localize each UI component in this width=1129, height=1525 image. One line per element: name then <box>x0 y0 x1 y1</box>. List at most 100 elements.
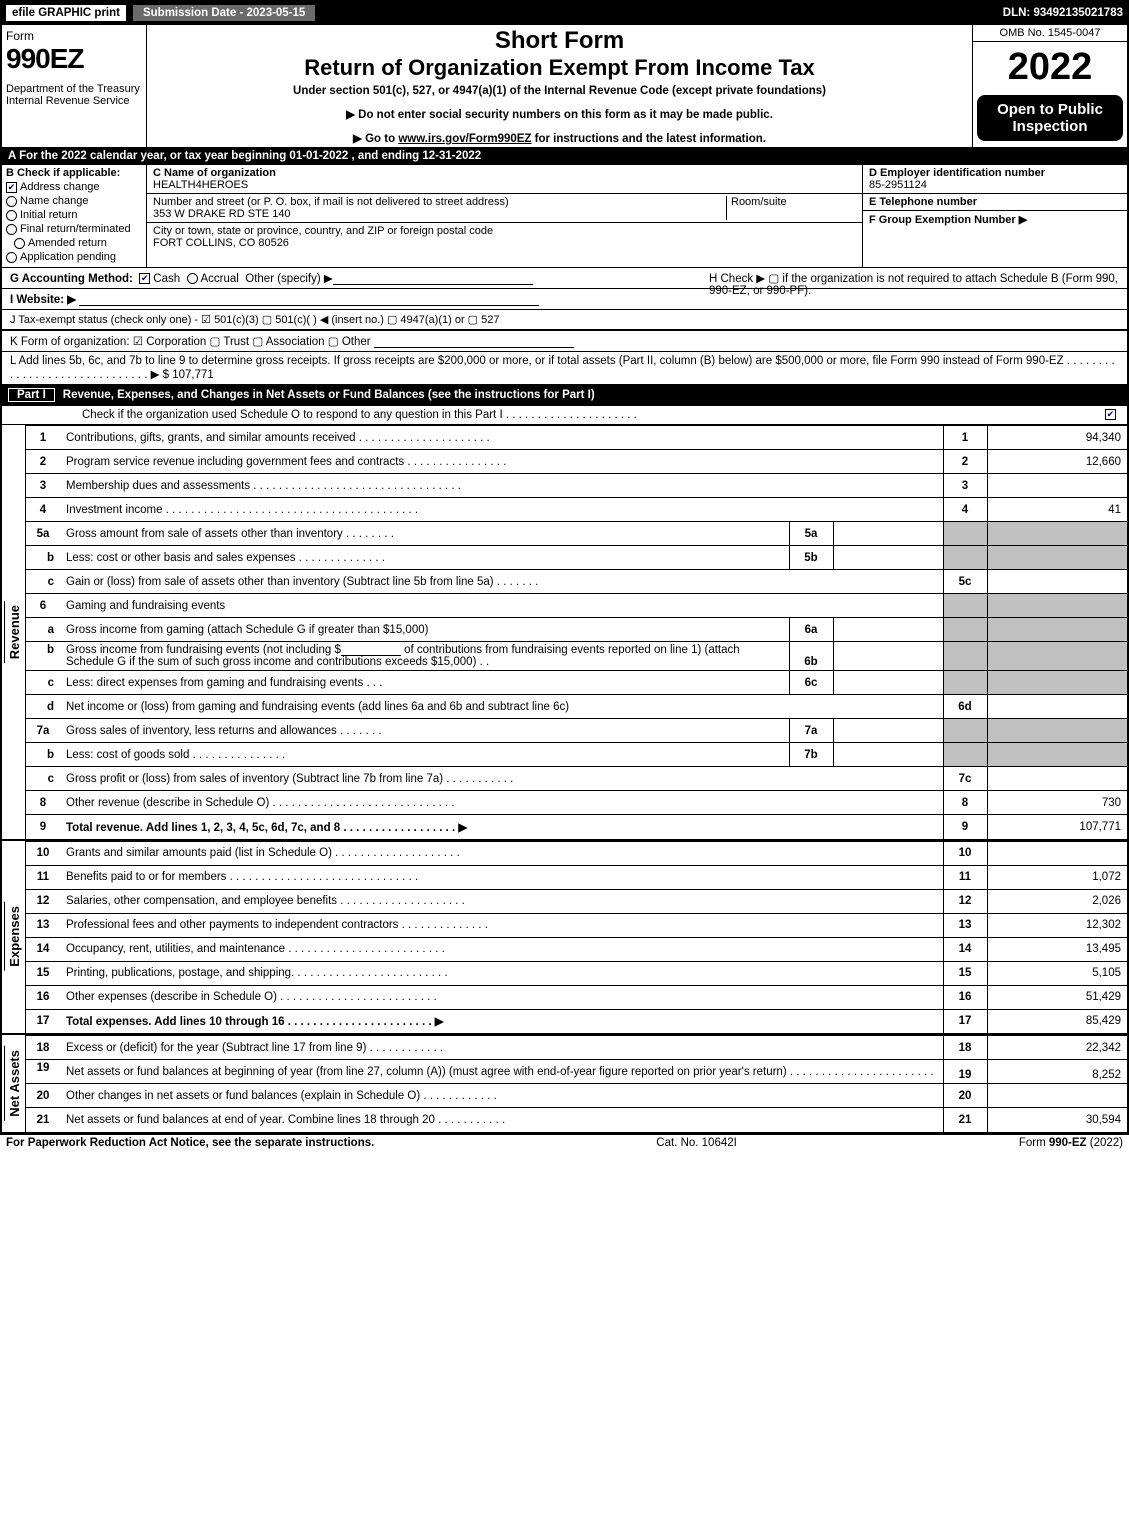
check-name-change[interactable]: Name change <box>6 195 142 207</box>
checkbox-icon <box>6 224 17 235</box>
other-specify-line[interactable] <box>333 273 533 285</box>
line-6b: bGross income from fundraising events (n… <box>26 642 1127 671</box>
line-7b: bLess: cost of goods sold . . . . . . . … <box>26 743 1127 767</box>
contrib-amount-line[interactable] <box>341 644 401 656</box>
line-9: 9Total revenue. Add lines 1, 2, 3, 4, 5c… <box>26 815 1127 839</box>
other-org-line[interactable] <box>374 336 574 348</box>
header-left: Form 990EZ Department of the Treasury In… <box>2 25 147 147</box>
net-assets-table: 18Excess or (deficit) for the year (Subt… <box>26 1035 1127 1132</box>
line-16: 16Other expenses (describe in Schedule O… <box>26 985 1127 1009</box>
checkbox-icon <box>187 273 198 284</box>
accrual-label: Accrual <box>201 273 239 285</box>
check-initial-return[interactable]: Initial return <box>6 209 142 221</box>
city-state-zip: FORT COLLINS, CO 80526 <box>153 237 856 249</box>
room-suite-label: Room/suite <box>726 196 856 220</box>
row-g-h: H Check ▶ ▢ if the organization is not r… <box>2 267 1127 288</box>
ein-value: 85-2951124 <box>869 179 927 191</box>
i-label: I Website: ▶ <box>10 294 76 306</box>
checkbox-icon <box>139 273 150 284</box>
line-6a: aGross income from gaming (attach Schedu… <box>26 618 1127 642</box>
line-19: 19Net assets or fund balances at beginni… <box>26 1060 1127 1084</box>
address-row: Number and street (or P. O. box, if mail… <box>147 194 862 223</box>
line-1: 1Contributions, gifts, grants, and simil… <box>26 426 1127 450</box>
irs-link[interactable]: www.irs.gov/Form990EZ <box>398 133 531 145</box>
line-17-desc: Total expenses. Add lines 10 through 16 … <box>60 1009 943 1033</box>
footer-right: Form 990-EZ (2022) <box>1019 1137 1123 1149</box>
line-12: 12Salaries, other compensation, and empl… <box>26 889 1127 913</box>
cash-label: Cash <box>153 273 180 285</box>
row-a-tax-year: A For the 2022 calendar year, or tax yea… <box>2 147 1127 164</box>
checkbox-icon <box>6 196 17 207</box>
line-20: 20Other changes in net assets or fund ba… <box>26 1084 1127 1108</box>
part-label: Part I <box>8 388 55 402</box>
line-7a: 7aGross sales of inventory, less returns… <box>26 719 1127 743</box>
city-label: City or town, state or province, country… <box>153 225 856 237</box>
checkbox-icon <box>6 252 17 263</box>
revenue-table: 1Contributions, gifts, grants, and simil… <box>26 425 1127 839</box>
submission-date-label: Submission Date - 2023-05-15 <box>132 4 316 22</box>
form-990ez: efile GRAPHIC print Submission Date - 20… <box>0 0 1129 1134</box>
g-label: G Accounting Method: <box>10 273 133 285</box>
line-15: 15Printing, publications, postage, and s… <box>26 961 1127 985</box>
part-i-header: Part I Revenue, Expenses, and Changes in… <box>2 384 1127 405</box>
row-h-schedule-b: H Check ▶ ▢ if the organization is not r… <box>709 271 1119 297</box>
header-right: OMB No. 1545-0047 2022 Open to Public In… <box>972 25 1127 147</box>
line-5b: bLess: cost or other basis and sales exp… <box>26 546 1127 570</box>
info-grid: B Check if applicable: Address change Na… <box>2 164 1127 267</box>
line-17: 17Total expenses. Add lines 10 through 1… <box>26 1009 1127 1033</box>
checkbox-icon <box>14 238 25 249</box>
org-name-row: C Name of organization HEALTH4HEROES <box>147 165 862 194</box>
schedule-o-checkbox[interactable] <box>1105 409 1116 420</box>
efile-print-label[interactable]: efile GRAPHIC print <box>6 5 126 21</box>
expenses-table: 10Grants and similar amounts paid (list … <box>26 841 1127 1034</box>
line-6b-desc: Gross income from fundraising events (no… <box>60 642 789 671</box>
check-application-pending[interactable]: Application pending <box>6 251 142 263</box>
website-value-line[interactable] <box>79 294 539 306</box>
expenses-section: Expenses 10Grants and similar amounts pa… <box>2 839 1127 1034</box>
box-b-title: B Check if applicable: <box>6 167 142 179</box>
check-amended-return[interactable]: Amended return <box>14 237 142 249</box>
line-3: 3Membership dues and assessments . . . .… <box>26 474 1127 498</box>
revenue-section: Revenue 1Contributions, gifts, grants, a… <box>2 424 1127 839</box>
page-footer: For Paperwork Reduction Act Notice, see … <box>0 1134 1129 1151</box>
city-row: City or town, state or province, country… <box>147 223 862 251</box>
part-title: Revenue, Expenses, and Changes in Net As… <box>63 389 595 401</box>
k-text: K Form of organization: ☑ Corporation ▢ … <box>10 336 371 348</box>
short-form-title: Short Form <box>153 27 966 55</box>
check-final-return[interactable]: Final return/terminated <box>6 223 142 235</box>
tax-year: 2022 <box>973 42 1127 93</box>
footer-mid: Cat. No. 10642I <box>374 1137 1019 1149</box>
note2-suffix: for instructions and the latest informat… <box>531 133 766 145</box>
row-j-tax-exempt: J Tax-exempt status (check only one) - ☑… <box>2 309 1127 329</box>
box-b-checkboxes: B Check if applicable: Address change Na… <box>2 165 147 267</box>
line-14: 14Occupancy, rent, utilities, and mainte… <box>26 937 1127 961</box>
line-7c: cGross profit or (loss) from sales of in… <box>26 767 1127 791</box>
box-c-org-info: C Name of organization HEALTH4HEROES Num… <box>147 165 862 267</box>
c-label: C Name of organization <box>153 167 856 179</box>
department-label: Department of the Treasury Internal Reve… <box>6 83 142 107</box>
line-6c: cLess: direct expenses from gaming and f… <box>26 671 1127 695</box>
other-label: Other (specify) ▶ <box>245 273 332 285</box>
j-text: J Tax-exempt status (check only one) - ☑… <box>10 314 499 326</box>
line-18: 18Excess or (deficit) for the year (Subt… <box>26 1036 1127 1060</box>
footer-left: For Paperwork Reduction Act Notice, see … <box>6 1137 374 1149</box>
line-9-desc: Total revenue. Add lines 1, 2, 3, 4, 5c,… <box>60 815 943 839</box>
l-amount: 107,771 <box>172 369 214 381</box>
form-number: 990EZ <box>6 43 142 75</box>
open-inspection-badge: Open to Public Inspection <box>977 95 1123 141</box>
box-d-ein: D Employer identification number 85-2951… <box>863 165 1127 194</box>
return-title: Return of Organization Exempt From Incom… <box>153 55 966 81</box>
e-label: E Telephone number <box>869 196 977 208</box>
line-2: 2Program service revenue including gover… <box>26 450 1127 474</box>
check-note-text: Check if the organization used Schedule … <box>82 409 637 421</box>
line-6: 6Gaming and fundraising events <box>26 594 1127 618</box>
omb-number: OMB No. 1545-0047 <box>973 25 1127 42</box>
org-name: HEALTH4HEROES <box>153 179 856 191</box>
checkbox-icon <box>6 182 17 193</box>
under-section-note: Under section 501(c), 527, or 4947(a)(1)… <box>153 85 966 97</box>
line-6d: dNet income or (loss) from gaming and fu… <box>26 695 1127 719</box>
header-center: Short Form Return of Organization Exempt… <box>147 25 972 147</box>
line-5a: 5aGross amount from sale of assets other… <box>26 522 1127 546</box>
check-address-change[interactable]: Address change <box>6 181 142 193</box>
street-address: 353 W DRAKE RD STE 140 <box>153 208 726 220</box>
